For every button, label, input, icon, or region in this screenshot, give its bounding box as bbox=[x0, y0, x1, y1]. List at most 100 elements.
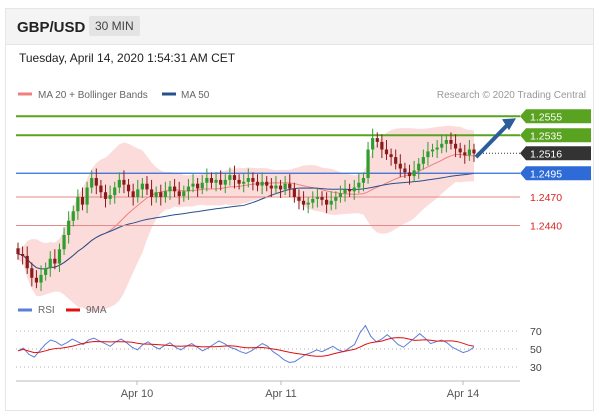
x-tick-label: Apr 14 bbox=[447, 388, 479, 400]
projection-arrow bbox=[474, 120, 512, 159]
candle-body bbox=[435, 147, 439, 150]
candle-body bbox=[191, 183, 195, 187]
candle-body bbox=[389, 154, 393, 158]
level-tag-1.2495 bbox=[520, 166, 591, 181]
candle-body bbox=[394, 157, 398, 164]
candle-body bbox=[426, 151, 430, 158]
candle-body bbox=[182, 191, 186, 197]
candle-body bbox=[145, 183, 149, 190]
candle-body bbox=[196, 183, 200, 189]
candle-body bbox=[205, 178, 209, 183]
candle-body bbox=[159, 192, 163, 197]
candle-body bbox=[311, 198, 315, 203]
candle-body bbox=[278, 185, 283, 190]
ma50-line bbox=[17, 172, 475, 270]
candle-body bbox=[48, 258, 52, 269]
candle-body bbox=[209, 178, 214, 183]
x-tick-label: Apr 10 bbox=[121, 388, 153, 400]
projection-arrowhead bbox=[502, 118, 516, 131]
candle-body bbox=[380, 141, 384, 150]
candle-body bbox=[366, 149, 370, 178]
candle-body bbox=[325, 199, 329, 205]
candle-body bbox=[329, 200, 333, 205]
legend-ma20-label: MA 20 + Bollinger Bands bbox=[38, 90, 148, 101]
candle-body bbox=[154, 192, 158, 197]
candle-body bbox=[113, 187, 117, 196]
candle-body bbox=[16, 248, 20, 254]
candle-body bbox=[444, 140, 448, 144]
candle-body bbox=[288, 183, 292, 189]
candle-body bbox=[251, 178, 255, 182]
candle-body bbox=[57, 249, 62, 264]
candle-body bbox=[219, 179, 223, 185]
candle-body bbox=[34, 277, 39, 283]
candle-body bbox=[108, 195, 112, 199]
candle-body bbox=[223, 179, 227, 185]
candle-body bbox=[242, 181, 246, 184]
candle-body bbox=[62, 235, 66, 250]
candle-body bbox=[25, 255, 29, 269]
rsi-tick-70: 70 bbox=[530, 326, 542, 338]
candle-body bbox=[352, 187, 356, 192]
candle-body bbox=[283, 183, 287, 190]
candle-body bbox=[265, 181, 269, 186]
candle-body bbox=[472, 149, 476, 154]
level-tag-1.2535 bbox=[520, 128, 591, 143]
candle-body bbox=[186, 186, 191, 192]
level-label-1.2495: 1.2495 bbox=[530, 168, 562, 180]
level-label-1.2535: 1.2535 bbox=[530, 130, 562, 142]
candle-body bbox=[297, 197, 301, 201]
candle-body bbox=[348, 189, 352, 192]
candle-body bbox=[173, 186, 177, 192]
candle-body bbox=[103, 192, 108, 199]
candle-body bbox=[168, 186, 172, 192]
bollinger-band bbox=[18, 125, 474, 312]
timeframe-badge[interactable]: 30 MIN bbox=[89, 16, 140, 36]
candle-body bbox=[306, 202, 310, 205]
candle-body bbox=[371, 138, 375, 150]
level-label-1.2470: 1.2470 bbox=[530, 192, 562, 204]
candle-body bbox=[384, 149, 389, 155]
instrument-title: GBP/USD bbox=[17, 19, 86, 36]
candle-body bbox=[140, 183, 144, 190]
candle-body bbox=[274, 185, 278, 189]
candle-body bbox=[232, 175, 237, 180]
candle-body bbox=[260, 181, 264, 186]
level-label-1.2555: 1.2555 bbox=[530, 111, 562, 123]
candle-body bbox=[30, 268, 34, 278]
candle-body bbox=[453, 143, 458, 149]
candle-body bbox=[67, 220, 71, 235]
candle-body bbox=[246, 178, 250, 182]
rsi-tick-50: 50 bbox=[530, 344, 542, 356]
candle-body bbox=[320, 197, 324, 200]
candle-body bbox=[44, 268, 48, 275]
candle-body bbox=[440, 143, 444, 148]
candle-body bbox=[71, 211, 75, 221]
candle-body bbox=[126, 184, 131, 192]
candle-body bbox=[361, 178, 366, 183]
candle-body bbox=[467, 149, 471, 156]
level-label-1.2440: 1.2440 bbox=[530, 221, 562, 233]
rsi-9ma-line bbox=[17, 337, 475, 357]
candle-body bbox=[449, 140, 453, 144]
candle-body bbox=[398, 163, 402, 169]
candle-body bbox=[463, 152, 467, 156]
candle-body bbox=[94, 178, 98, 186]
legend-ma50-label: MA 50 bbox=[181, 90, 210, 101]
candle-body bbox=[200, 182, 204, 189]
rsi-tick-30: 30 bbox=[530, 362, 542, 374]
candle-body bbox=[237, 179, 241, 184]
candle-body bbox=[177, 191, 181, 197]
chart-header: GBP/USD 30 MIN bbox=[6, 9, 593, 45]
candle-body bbox=[76, 197, 80, 212]
candle-body bbox=[214, 179, 218, 183]
candle-body bbox=[80, 197, 85, 205]
candle-body bbox=[301, 200, 306, 205]
candle-body bbox=[269, 185, 273, 189]
level-label-1.2516: 1.2516 bbox=[530, 148, 562, 160]
candle-body bbox=[117, 179, 121, 188]
candle-body bbox=[99, 185, 103, 193]
candle-body bbox=[39, 274, 43, 283]
candle-body bbox=[228, 175, 232, 180]
